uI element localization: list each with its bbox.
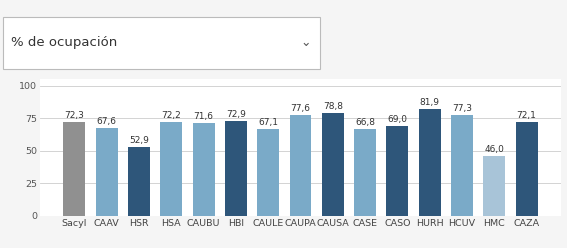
Bar — [451, 115, 473, 216]
Bar — [257, 129, 279, 216]
Bar — [515, 122, 538, 216]
Text: 72,3: 72,3 — [65, 111, 84, 120]
Text: 66,8: 66,8 — [355, 118, 375, 127]
Text: 72,2: 72,2 — [162, 111, 181, 120]
Bar — [193, 123, 214, 216]
Bar — [225, 121, 247, 216]
Bar — [354, 129, 376, 216]
Bar — [96, 128, 118, 216]
Text: ⌄: ⌄ — [301, 36, 311, 49]
Text: 72,9: 72,9 — [226, 110, 246, 119]
Text: 67,6: 67,6 — [97, 117, 117, 126]
Text: 78,8: 78,8 — [323, 102, 343, 111]
Bar — [419, 109, 441, 216]
Text: 67,1: 67,1 — [258, 118, 278, 127]
Bar — [387, 126, 408, 216]
Text: 77,6: 77,6 — [290, 104, 311, 113]
Bar — [483, 156, 505, 216]
Text: 81,9: 81,9 — [420, 98, 440, 107]
Bar — [290, 115, 311, 216]
Text: 71,6: 71,6 — [193, 112, 214, 121]
Bar — [322, 113, 344, 216]
Bar — [160, 122, 182, 216]
Text: 72,1: 72,1 — [517, 111, 536, 120]
Text: 77,3: 77,3 — [452, 104, 472, 113]
Text: 69,0: 69,0 — [387, 115, 408, 124]
Bar — [64, 122, 86, 216]
Bar — [128, 147, 150, 216]
Text: % de ocupación: % de ocupación — [11, 36, 117, 49]
Text: 52,9: 52,9 — [129, 136, 149, 145]
Text: 46,0: 46,0 — [484, 145, 504, 154]
